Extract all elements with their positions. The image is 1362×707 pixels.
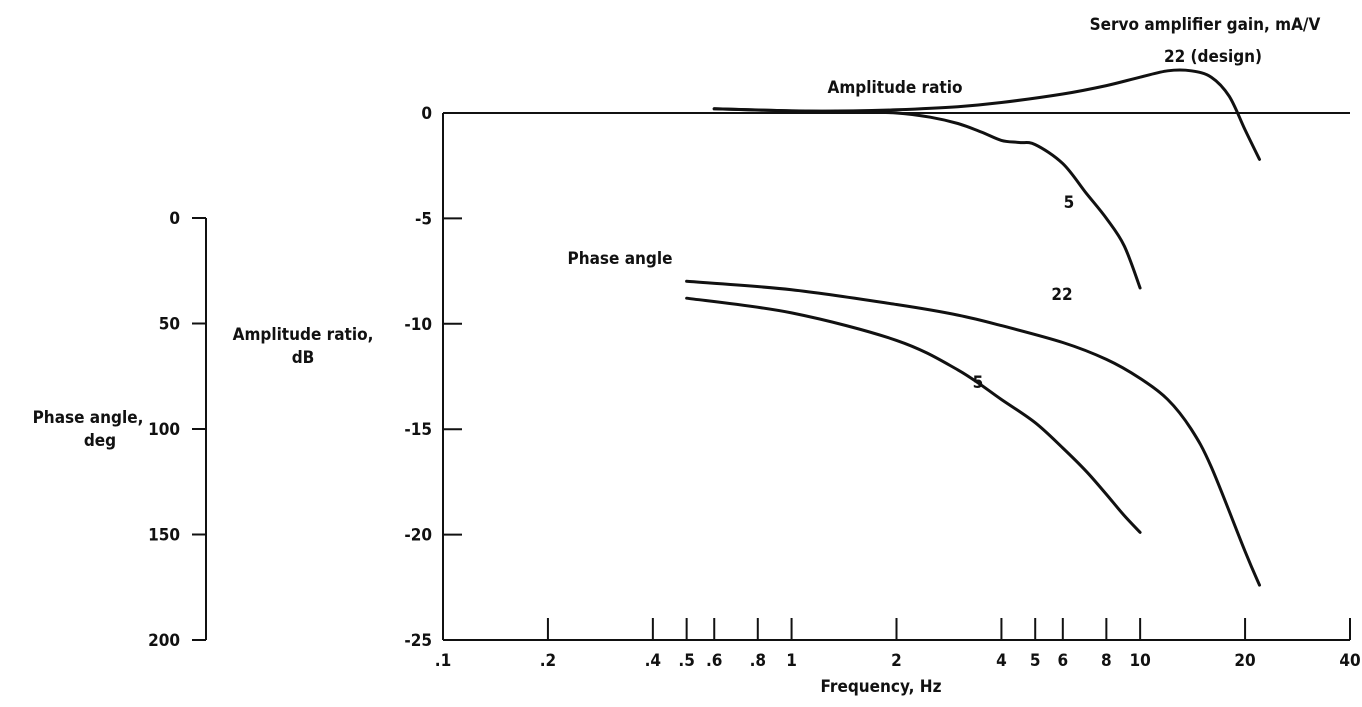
x-tick-label: .1 [435,651,451,671]
servo-gain-header: Servo amplifier gain, mA/V [1090,15,1321,35]
phase-tick-label: 150 [148,526,180,546]
amplitude-axis-ticks: 0 -5 -10 -15 -20 -25 [404,104,462,651]
amp-5-label: 5 [1064,193,1075,213]
amplitude-axis-title-line2: dB [292,348,315,368]
amplitude-tick-label: -10 [404,315,432,335]
phase-22-label: 22 [1051,285,1072,305]
x-tick-label: 10 [1129,651,1150,671]
amplitude-tick-label: -20 [404,526,432,546]
amplitude-tick-label: -5 [415,209,432,229]
x-tick-label: .8 [750,651,766,671]
x-tick-label: .4 [645,651,661,671]
x-tick-label: 40 [1339,651,1360,671]
amplitude-tick-label: -25 [404,631,432,651]
frequency-axis-title: Frequency, Hz [821,677,942,697]
amplitude-ratio-annotation: Amplitude ratio [828,78,963,98]
x-tick-label: 4 [996,651,1007,671]
phase-axis-title-line2: deg [84,431,116,451]
x-tick-label: 20 [1234,651,1255,671]
x-tick-label: 6 [1057,651,1068,671]
chart-curves [685,68,1261,587]
phase-curve-gain-5 [685,296,1142,534]
frequency-axis-ticks: .1 .2 .4 .5 .6 .8 1 2 4 5 6 8 10 20 40 [435,618,1361,671]
amplitude-curve-gain-22 [712,68,1261,161]
phase-tick-label: 200 [148,631,180,651]
phase-tick-label: 100 [148,420,180,440]
phase-axis-title-line1: Phase angle, [33,408,144,428]
amplitude-tick-label: -15 [404,420,432,440]
x-tick-label: 2 [891,651,902,671]
phase-tick-label: 0 [169,209,180,229]
phase-curve-gain-22 [685,279,1261,587]
x-tick-label: .5 [678,651,694,671]
x-tick-label: 1 [786,651,797,671]
amplitude-curve-gain-5 [712,107,1142,290]
x-tick-label: 5 [1030,651,1041,671]
x-tick-label: 8 [1101,651,1112,671]
phase-angle-annotation: Phase angle [568,249,673,269]
amplitude-tick-label: 0 [421,104,432,124]
phase-tick-label: 50 [159,315,180,335]
phase-axis-ticks: 0 50 100 150 200 [148,209,206,651]
amp-22-design-label: 22 (design) [1164,47,1262,67]
x-tick-label: .6 [706,651,722,671]
amplitude-axis-title-line1: Amplitude ratio, [233,325,374,345]
x-tick-label: .2 [540,651,556,671]
phase-5-label: 5 [973,373,984,393]
